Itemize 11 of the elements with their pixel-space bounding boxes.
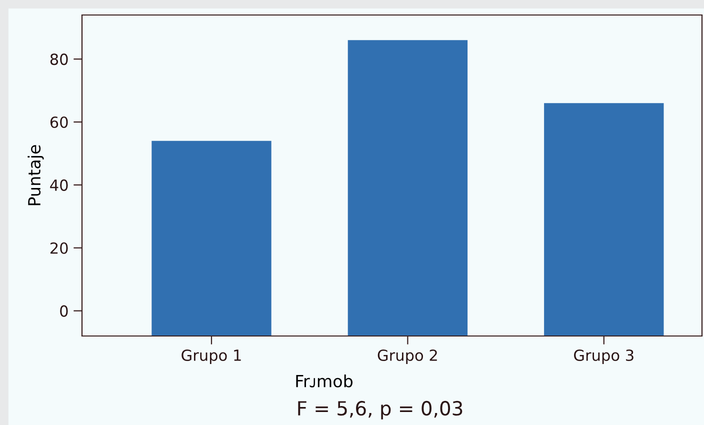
y-axis-title: Puntaje xyxy=(28,145,44,206)
y-tick-label: 40 xyxy=(50,179,68,191)
y-tick-label: 60 xyxy=(50,116,68,128)
y-tick-label: 20 xyxy=(50,242,68,254)
x-tick-label: Grupo 1 xyxy=(182,349,241,364)
text: F = 5,6, p = 0,03 xyxy=(298,400,462,420)
y-tick-label: 80 xyxy=(50,54,68,66)
y-tick-label: 0 xyxy=(60,305,68,317)
x-tick-label: Grupo 2 xyxy=(378,349,437,364)
x-axis-title: Frᴊmob xyxy=(296,374,352,388)
x-tick-label: Grupo 3 xyxy=(574,349,634,364)
